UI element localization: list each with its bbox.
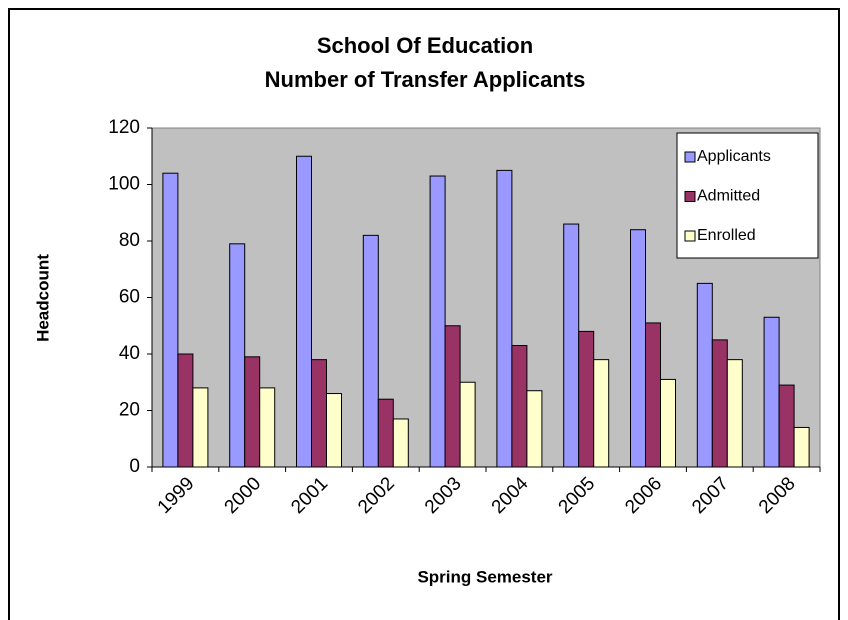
bar	[593, 359, 610, 468]
bar	[763, 316, 780, 468]
bar	[377, 398, 394, 468]
bar	[459, 381, 476, 468]
bar	[296, 155, 312, 468]
bar	[711, 339, 728, 468]
bar	[311, 359, 327, 468]
bar	[630, 229, 646, 468]
y-tick-label: 60	[119, 287, 140, 308]
chart-subtitle: Number of Transfer Applicants	[265, 67, 586, 92]
bar	[578, 330, 595, 468]
bar	[696, 282, 713, 468]
bar	[444, 325, 461, 468]
y-tick-label: 0	[129, 456, 140, 477]
bar	[362, 234, 379, 468]
y-tick-label: 80	[119, 230, 140, 251]
bar	[177, 353, 194, 468]
y-tick-label: 40	[119, 343, 140, 364]
bar	[660, 378, 676, 468]
bar	[778, 384, 795, 468]
legend-label: Applicants	[697, 148, 771, 165]
y-tick-label: 100	[108, 174, 140, 195]
chart-title: School Of Education	[317, 33, 533, 58]
bar	[244, 356, 261, 468]
bar	[192, 387, 209, 468]
legend-swatch	[684, 151, 696, 163]
legend-label: Enrolled	[697, 227, 756, 244]
bar	[793, 426, 810, 468]
bar	[511, 345, 528, 468]
bar	[645, 322, 661, 468]
legend-swatch	[684, 191, 696, 202]
bar	[526, 390, 543, 468]
y-axis-title: Headcount	[33, 254, 52, 342]
legend-swatch	[684, 230, 696, 242]
legend-box	[676, 132, 819, 259]
bar	[563, 223, 580, 468]
bar	[429, 175, 446, 468]
legend-label: Admitted	[697, 188, 760, 205]
y-tick-label: 120	[108, 117, 140, 138]
bar	[259, 387, 276, 468]
bar	[496, 169, 513, 468]
bar	[162, 172, 179, 468]
bar	[229, 243, 246, 468]
bar	[392, 418, 409, 468]
bar	[726, 359, 743, 468]
x-axis-title: Spring Semester	[417, 567, 552, 586]
y-tick-label: 20	[119, 400, 140, 421]
bar	[326, 393, 342, 468]
